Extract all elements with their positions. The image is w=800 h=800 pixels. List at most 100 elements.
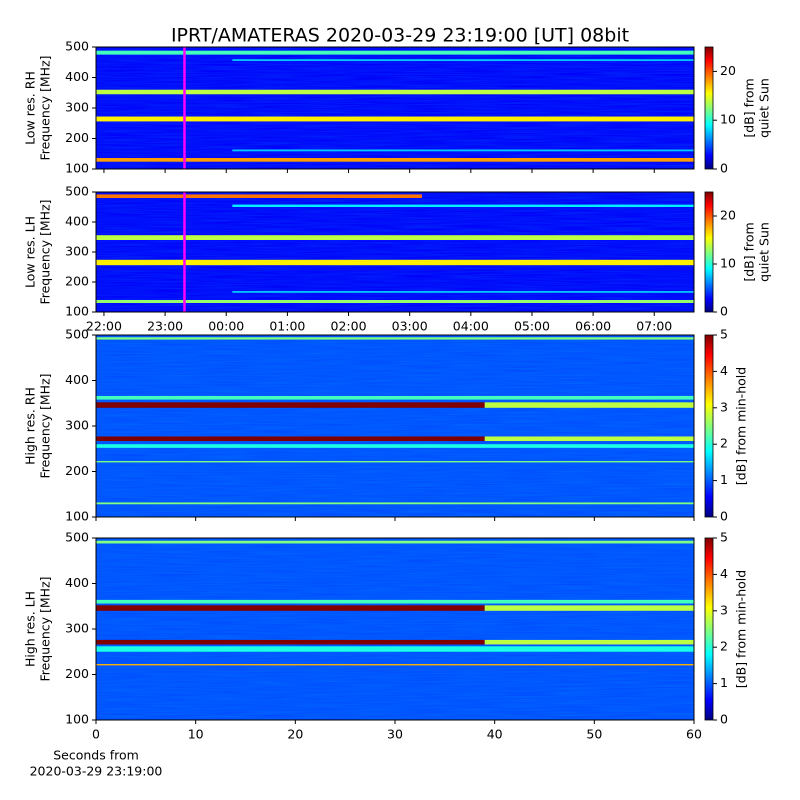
colorbar-tick-label: 4	[720, 566, 728, 581]
band	[96, 502, 694, 505]
x-tick-label: 02:00	[331, 319, 367, 334]
band	[96, 235, 694, 240]
y-tick-label: 200	[65, 666, 89, 681]
x-tick-label: 40	[487, 727, 503, 742]
colorbar-tick-label: 5	[720, 327, 728, 342]
texture	[96, 47, 694, 169]
colorbar	[704, 191, 714, 313]
band	[96, 300, 694, 303]
colorbar-tick-label: 3	[720, 399, 728, 414]
colorbar-tick-label: 0	[720, 712, 728, 727]
colorbar-label: [dB] from min-hold	[734, 570, 749, 688]
band	[96, 50, 694, 55]
x-tick-label: 07:00	[636, 319, 672, 334]
heatmap	[96, 538, 694, 720]
y-tick-label: 500	[65, 39, 89, 54]
band	[96, 646, 694, 652]
x-tick-label: 30	[387, 727, 403, 742]
colorbar	[704, 537, 714, 721]
y-tick-label: 500	[65, 327, 89, 342]
colorbar-tick-label: 20	[720, 63, 736, 78]
colorbar	[704, 46, 714, 170]
band	[96, 444, 694, 448]
y-tick-label: 300	[65, 244, 89, 259]
y-axis-label: High res. RH	[23, 387, 38, 465]
y-tick-label: 300	[65, 621, 89, 636]
y-tick-label: 100	[65, 712, 89, 727]
band	[96, 639, 485, 645]
colorbar-tick-label: 0	[720, 161, 728, 176]
chart-title: IPRT/AMATERAS 2020-03-29 23:19:00 [UT] 0…	[171, 25, 629, 47]
colorbar	[704, 334, 714, 518]
x-tick-label: 10	[188, 727, 204, 742]
band	[96, 599, 694, 604]
heatmap	[96, 335, 694, 517]
colorbar-label: [dB] from	[742, 222, 757, 281]
band	[96, 337, 694, 340]
band	[96, 436, 485, 442]
band	[96, 402, 485, 408]
band	[96, 461, 694, 463]
x-tick-label: 23:00	[147, 319, 183, 334]
y-tick-label: 400	[65, 69, 89, 84]
band	[96, 116, 694, 122]
x-tick-label: 00:00	[208, 319, 244, 334]
band	[96, 540, 694, 544]
y-axis-label: Low res. RH	[23, 71, 38, 145]
band	[484, 605, 694, 611]
colorbar-tick-label: 1	[720, 675, 728, 690]
y-tick-label: 400	[65, 214, 89, 229]
band	[96, 605, 485, 611]
y-axis-label: Low res. LH	[23, 216, 38, 288]
y-tick-label: 100	[65, 161, 89, 176]
texture	[96, 538, 694, 720]
colorbar-label: [dB] from	[742, 78, 757, 137]
x-tick-label: 04:00	[453, 319, 489, 334]
band	[484, 639, 694, 645]
x-tick-label: 20	[287, 727, 303, 742]
colorbar-label: [dB] from min-hold	[734, 367, 749, 485]
band	[96, 89, 694, 95]
x-axis-label: 2020-03-29 23:19:00	[30, 764, 163, 779]
y-axis-label: Frequency [MHz]	[38, 576, 53, 681]
band	[96, 158, 694, 162]
y-axis-label: Frequency [MHz]	[38, 373, 53, 478]
colorbar-tick-label: 2	[720, 436, 728, 451]
x-axis-label: Seconds from	[53, 748, 139, 763]
y-axis-label: Frequency [MHz]	[38, 199, 53, 304]
colorbar-tick-label: 10	[720, 112, 736, 127]
band	[96, 664, 694, 666]
y-axis-label: Frequency [MHz]	[38, 55, 53, 160]
band	[96, 259, 694, 266]
band	[232, 59, 694, 62]
y-tick-label: 200	[65, 463, 89, 478]
colorbar-tick-label: 1	[720, 472, 728, 487]
y-tick-label: 200	[65, 130, 89, 145]
y-tick-label: 100	[65, 509, 89, 524]
y-tick-label: 500	[65, 184, 89, 199]
band	[96, 194, 422, 198]
band	[484, 436, 694, 442]
y-tick-label: 100	[65, 304, 89, 319]
band	[484, 402, 694, 408]
colorbar-label: quiet Sun	[757, 78, 772, 138]
texture	[96, 335, 694, 517]
colorbar-tick-label: 20	[720, 208, 736, 223]
y-tick-label: 200	[65, 274, 89, 289]
x-tick-label: 22:00	[86, 319, 122, 334]
x-tick-label: 60	[686, 727, 702, 742]
y-tick-label: 300	[65, 100, 89, 115]
x-tick-label: 0	[92, 727, 100, 742]
x-tick-label: 03:00	[392, 319, 428, 334]
y-tick-label: 500	[65, 530, 89, 545]
band	[232, 149, 694, 152]
y-tick-label: 300	[65, 418, 89, 433]
colorbar-label: quiet Sun	[757, 222, 772, 282]
x-tick-label: 01:00	[269, 319, 305, 334]
heatmap	[96, 47, 694, 169]
band	[232, 204, 694, 207]
x-tick-label: 50	[586, 727, 602, 742]
colorbar-tick-label: 4	[720, 363, 728, 378]
y-axis-label: High res. LH	[23, 591, 38, 667]
